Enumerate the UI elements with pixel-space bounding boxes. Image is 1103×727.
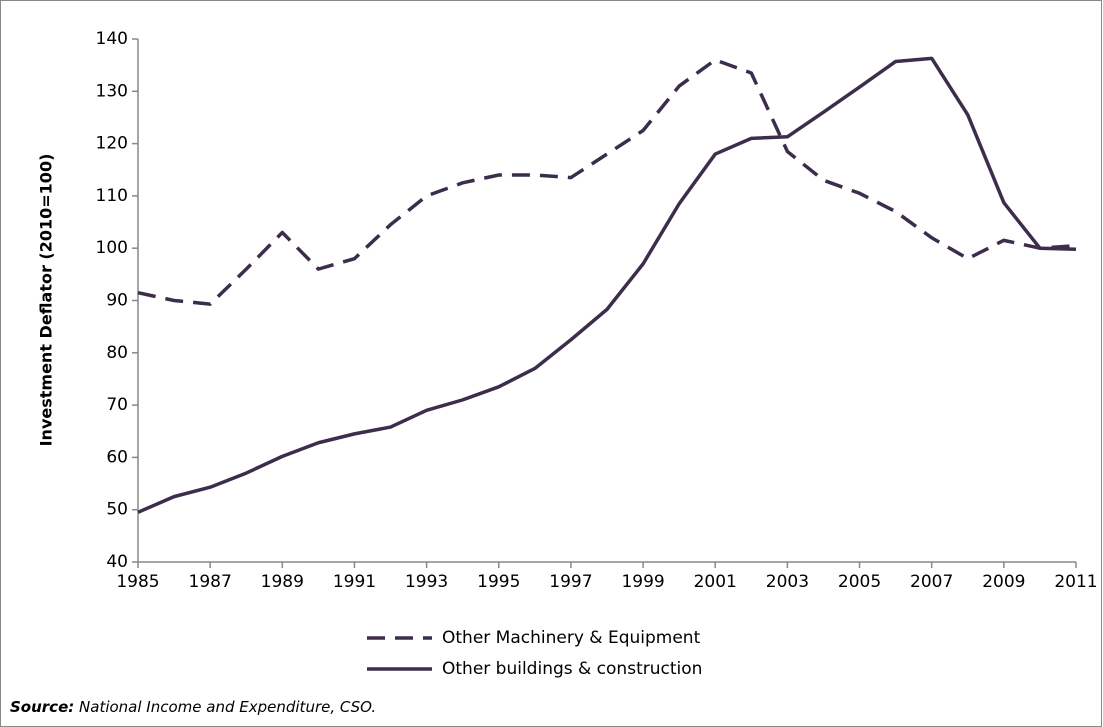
x-tick-label: 1999 xyxy=(621,572,664,592)
y-tick-label: 100 xyxy=(96,238,128,258)
legend-label: Other buildings & construction xyxy=(442,659,702,679)
source-label: Source: xyxy=(10,698,74,716)
y-tick-label: 50 xyxy=(106,500,128,520)
x-tick-label: 1997 xyxy=(549,572,592,592)
y-axis-label: Investment Deflator (2010=100) xyxy=(37,154,56,447)
x-tick-label: 2005 xyxy=(838,572,881,592)
line-series xyxy=(137,56,1077,514)
y-tick-label: 60 xyxy=(106,447,128,467)
x-tick-label: 1993 xyxy=(405,572,448,592)
x-tick-label: 1987 xyxy=(189,572,232,592)
x-tick-label: 1989 xyxy=(261,572,304,592)
y-tick-label: 120 xyxy=(96,134,128,154)
x-tick-label: 2009 xyxy=(982,572,1025,592)
y-tick-label: 80 xyxy=(106,343,128,363)
y-tick-label: 40 xyxy=(106,552,128,572)
y-tick-label: 140 xyxy=(96,29,128,49)
source: Source: National Income and Expenditure,… xyxy=(10,698,376,716)
x-tick-label: 2003 xyxy=(766,572,809,592)
y-tick-label: 130 xyxy=(96,81,128,101)
y-tick-label: 90 xyxy=(106,291,128,311)
x-tick-label: 1985 xyxy=(116,572,159,592)
x-tick-label: 1995 xyxy=(477,572,520,592)
y-tick-label: 110 xyxy=(96,186,128,206)
x-tick-label: 1991 xyxy=(333,572,376,592)
x-tick-label: 2011 xyxy=(1054,572,1097,592)
source-text: National Income and Expenditure, CSO. xyxy=(79,698,376,716)
x-tick-label: 2007 xyxy=(910,572,953,592)
legend-label: Other Machinery & Equipment xyxy=(442,628,701,648)
y-tick-label: 70 xyxy=(106,395,128,415)
x-tick-label: 2001 xyxy=(694,572,737,592)
